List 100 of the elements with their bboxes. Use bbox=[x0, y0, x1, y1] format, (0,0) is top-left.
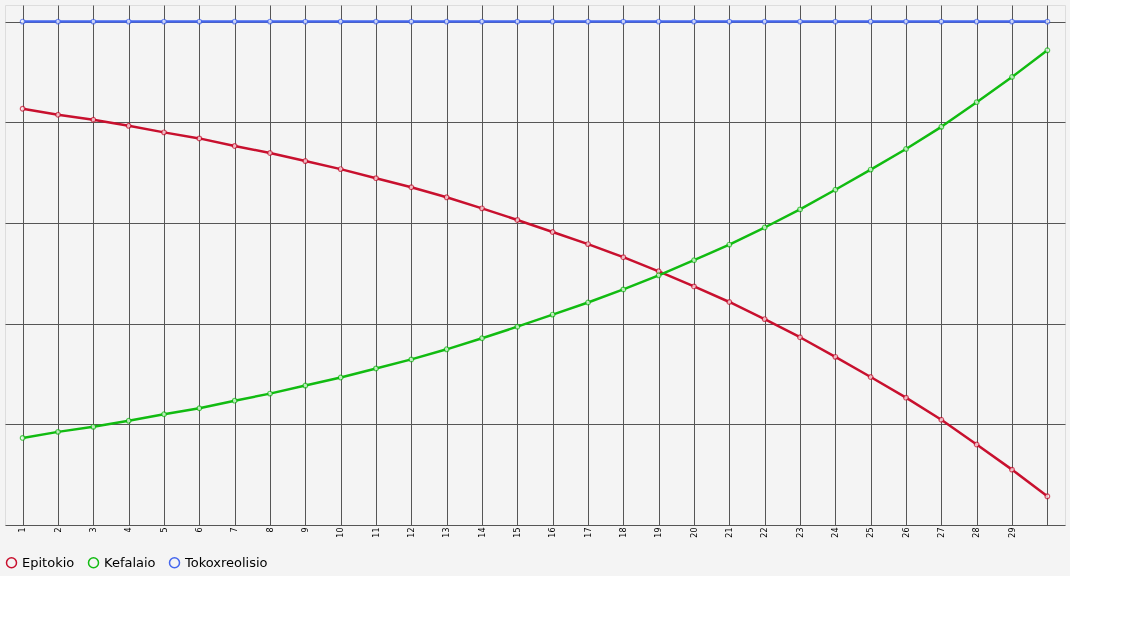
point bbox=[514, 217, 521, 223]
point bbox=[761, 18, 768, 25]
x-tick-label: 12 bbox=[406, 527, 416, 538]
point bbox=[443, 346, 450, 353]
point bbox=[973, 18, 980, 25]
point bbox=[867, 374, 874, 380]
x-tick-label: 26 bbox=[901, 527, 911, 538]
x-tick-label: 14 bbox=[477, 527, 487, 538]
point bbox=[867, 166, 874, 173]
point bbox=[938, 18, 945, 25]
point bbox=[832, 18, 839, 25]
point bbox=[408, 184, 415, 191]
x-tick-label: 27 bbox=[936, 527, 946, 538]
point bbox=[443, 18, 450, 25]
x-tick-label: 2 bbox=[53, 527, 63, 533]
point bbox=[938, 416, 945, 423]
point bbox=[691, 257, 697, 264]
x-tick-label: 11 bbox=[371, 527, 381, 538]
point bbox=[337, 18, 344, 25]
x-tick-label: 13 bbox=[442, 527, 452, 538]
point bbox=[373, 365, 379, 372]
point bbox=[832, 353, 839, 360]
point bbox=[19, 18, 26, 25]
point bbox=[161, 18, 167, 25]
point bbox=[726, 299, 733, 305]
x-tick-label: 1 bbox=[18, 527, 28, 533]
point bbox=[479, 18, 485, 25]
point bbox=[302, 158, 309, 164]
point bbox=[302, 18, 309, 25]
point bbox=[231, 143, 238, 149]
point bbox=[161, 411, 167, 418]
x-tick-label: 29 bbox=[1007, 527, 1017, 538]
x-tick-label: 24 bbox=[830, 527, 840, 538]
x-tick-label: 6 bbox=[194, 527, 204, 533]
point bbox=[408, 356, 415, 363]
point bbox=[231, 18, 238, 25]
x-tick-label: 7 bbox=[230, 527, 240, 533]
point bbox=[620, 18, 627, 25]
point bbox=[161, 129, 167, 136]
point bbox=[196, 135, 203, 142]
x-tick-label: 23 bbox=[795, 527, 805, 538]
point bbox=[231, 397, 238, 404]
point bbox=[585, 241, 591, 248]
x-tick-label: 21 bbox=[724, 527, 734, 538]
point bbox=[337, 166, 344, 173]
point bbox=[761, 316, 768, 323]
x-tick-label: 4 bbox=[124, 527, 134, 533]
point bbox=[1009, 74, 1015, 80]
point bbox=[479, 335, 485, 342]
x-tick-label: 20 bbox=[689, 527, 699, 538]
point bbox=[55, 428, 61, 435]
point bbox=[408, 18, 415, 25]
legend-label: Epitokio bbox=[22, 554, 75, 570]
point bbox=[267, 18, 273, 25]
point bbox=[797, 334, 803, 341]
point bbox=[125, 122, 132, 129]
x-tick-label: 17 bbox=[583, 527, 593, 538]
x-tick-label: 9 bbox=[300, 527, 310, 533]
point bbox=[620, 254, 627, 261]
point bbox=[514, 323, 521, 330]
point bbox=[55, 111, 61, 118]
point bbox=[479, 205, 485, 212]
point bbox=[19, 434, 26, 441]
x-tick-label: 3 bbox=[88, 527, 98, 533]
point bbox=[585, 299, 591, 306]
point bbox=[1009, 18, 1015, 25]
point bbox=[196, 18, 203, 25]
point bbox=[1044, 18, 1051, 25]
point bbox=[443, 194, 450, 201]
x-tick-label: 16 bbox=[548, 527, 558, 538]
point bbox=[373, 18, 379, 25]
point bbox=[726, 18, 733, 25]
x-tick-label: 18 bbox=[618, 527, 628, 538]
point bbox=[90, 18, 97, 25]
point bbox=[973, 99, 980, 106]
point bbox=[726, 241, 733, 248]
point bbox=[125, 18, 132, 25]
point bbox=[549, 18, 556, 25]
x-tick-label: 8 bbox=[265, 527, 275, 533]
x-tick-label: 10 bbox=[336, 527, 346, 538]
point bbox=[1009, 466, 1015, 473]
point bbox=[761, 224, 768, 231]
point bbox=[373, 175, 379, 182]
x-tick-label: 28 bbox=[972, 527, 982, 538]
point bbox=[832, 186, 839, 193]
point bbox=[549, 229, 556, 235]
legend-label: Tokoxreolisio bbox=[184, 554, 268, 570]
point bbox=[867, 18, 874, 25]
point bbox=[691, 18, 697, 25]
point bbox=[1044, 47, 1051, 54]
x-tick-label: 15 bbox=[512, 527, 522, 538]
point bbox=[302, 382, 309, 389]
point bbox=[620, 286, 627, 293]
point bbox=[337, 374, 344, 381]
point bbox=[903, 394, 909, 401]
x-tick-label: 22 bbox=[760, 527, 770, 538]
point bbox=[90, 116, 97, 123]
point bbox=[691, 283, 697, 290]
x-tick-label: 19 bbox=[654, 527, 664, 538]
point bbox=[267, 150, 273, 156]
